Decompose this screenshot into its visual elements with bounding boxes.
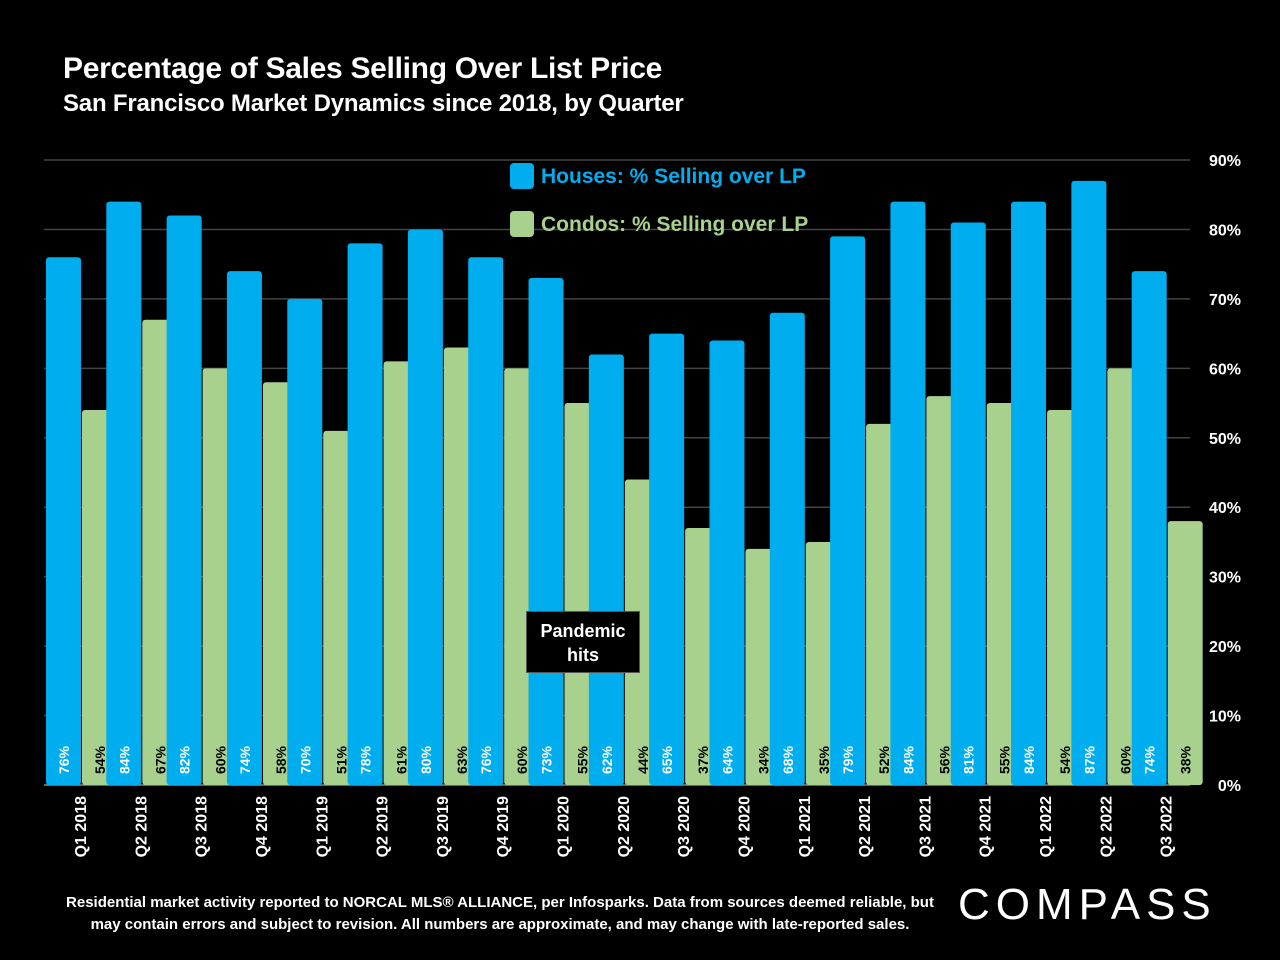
condos-data-label: 63%	[454, 745, 470, 774]
houses-bar	[287, 298, 323, 785]
houses-bar	[1071, 180, 1107, 786]
x-tick-label: Q1 2018	[73, 796, 90, 857]
houses-data-label: 84%	[116, 745, 132, 774]
houses-bar	[106, 201, 142, 785]
condos-data-label: 37%	[695, 745, 711, 774]
condos-data-label: 55%	[997, 745, 1013, 774]
houses-bar	[347, 243, 383, 786]
houses-data-label: 74%	[237, 745, 253, 774]
condos-data-label: 55%	[575, 745, 591, 774]
y-tick-label: 50%	[1209, 431, 1241, 448]
condos-data-label: 61%	[394, 745, 410, 774]
houses-data-label: 82%	[177, 745, 193, 774]
pandemic-annotation: Pandemic hits	[526, 611, 640, 673]
y-tick-label: 40%	[1209, 500, 1241, 517]
condos-data-label: 54%	[92, 745, 108, 774]
houses-bar	[1011, 201, 1047, 785]
condos-data-label: 52%	[876, 745, 892, 774]
houses-data-label: 76%	[56, 745, 72, 774]
houses-data-label: 84%	[900, 745, 916, 774]
houses-bar	[950, 222, 986, 785]
houses-bar	[890, 201, 926, 785]
houses-data-label: 80%	[418, 745, 434, 774]
chart-title: Percentage of Sales Selling Over List Pr…	[63, 52, 663, 85]
houses-bar	[407, 229, 443, 785]
houses-data-label: 62%	[599, 745, 615, 774]
houses-bar	[709, 340, 745, 785]
footnote-line-1: Residential market activity reported to …	[66, 894, 934, 911]
x-tick-label: Q3 2021	[917, 796, 934, 857]
chart-area: 0% 10% 20% 30% 40% 50% 60% 70% 80% 90% 76% 54% Q1 20…	[44, 153, 1241, 857]
y-tick-label: 20%	[1209, 639, 1241, 656]
condos-data-label: 35%	[816, 745, 832, 774]
houses-data-label: 78%	[358, 745, 374, 774]
x-tick-label: Q4 2021	[978, 796, 995, 857]
x-tick-label: Q4 2018	[254, 796, 271, 857]
x-tick-label: Q2 2022	[1098, 796, 1115, 857]
x-tick-label: Q1 2021	[797, 796, 814, 857]
legend-condos-label: Condos: % Selling over LP	[541, 213, 808, 236]
houses-bar	[46, 257, 81, 785]
houses-data-label: 76%	[478, 745, 494, 774]
houses-data-label: 65%	[659, 745, 675, 774]
y-tick-label: 30%	[1209, 570, 1241, 587]
houses-data-label: 74%	[1142, 745, 1158, 774]
legend-houses-label: Houses: % Selling over LP	[541, 165, 806, 188]
houses-bar	[468, 257, 504, 785]
footnote: Residential market activity reported to …	[40, 892, 960, 936]
houses-bar	[588, 354, 624, 785]
x-tick-label: Q2 2020	[616, 796, 633, 857]
houses-data-label: 84%	[1021, 745, 1037, 774]
houses-bar	[528, 278, 564, 785]
y-tick-label: 80%	[1209, 222, 1241, 239]
legend-condos-swatch	[510, 211, 534, 237]
houses-data-label: 70%	[297, 745, 313, 774]
x-tick-label: Q2 2021	[857, 796, 874, 857]
houses-data-label: 81%	[961, 745, 977, 774]
x-tick-label: Q2 2019	[375, 796, 392, 857]
footnote-line-2: may contain errors and subject to revisi…	[90, 916, 910, 933]
condos-data-label: 56%	[936, 745, 952, 774]
houses-bar	[769, 312, 805, 785]
x-tick-label: Q3 2020	[676, 796, 693, 857]
x-tick-label: Q3 2022	[1159, 796, 1176, 857]
houses-bar	[1131, 271, 1167, 786]
x-tick-label: Q1 2020	[556, 796, 573, 857]
x-tick-label: Q3 2019	[435, 796, 452, 857]
condos-data-label: 58%	[273, 745, 289, 774]
y-tick-label: 0%	[1218, 778, 1241, 795]
houses-bar	[830, 236, 866, 785]
condos-data-label: 67%	[152, 745, 168, 774]
y-tick-label: 60%	[1209, 361, 1241, 378]
x-tick-label: Q4 2020	[736, 796, 753, 857]
y-tick-label: 10%	[1209, 709, 1241, 726]
condos-data-label: 34%	[755, 745, 771, 774]
condos-bar	[1167, 521, 1203, 785]
x-tick-label: Q1 2022	[1038, 796, 1055, 857]
condos-data-label: 60%	[514, 745, 530, 774]
x-tick-label: Q4 2019	[495, 796, 512, 857]
condos-data-label: 38%	[1178, 745, 1194, 774]
y-tick-label: 90%	[1209, 153, 1241, 170]
y-tick-label: 70%	[1209, 292, 1241, 309]
x-tick-label: Q3 2018	[194, 796, 211, 857]
compass-logo: COMPASS	[958, 880, 1217, 929]
x-tick-label: Q1 2019	[314, 796, 331, 857]
chart-subtitle: San Francisco Market Dynamics since 2018…	[63, 90, 684, 117]
houses-data-label: 87%	[1081, 745, 1097, 774]
legend-houses-swatch	[510, 163, 534, 189]
houses-bar	[226, 271, 262, 786]
condos-data-label: 51%	[333, 745, 349, 774]
condos-data-label: 60%	[1117, 745, 1133, 774]
houses-data-label: 64%	[719, 745, 735, 774]
houses-bar	[649, 333, 685, 785]
condos-data-label: 60%	[213, 745, 229, 774]
houses-bar	[166, 215, 202, 786]
houses-data-label: 79%	[840, 745, 856, 774]
condos-data-label: 44%	[635, 745, 651, 774]
x-tick-label: Q2 2018	[133, 796, 150, 857]
condos-data-label: 54%	[1057, 745, 1073, 774]
houses-data-label: 68%	[780, 745, 796, 774]
houses-data-label: 73%	[539, 745, 555, 774]
